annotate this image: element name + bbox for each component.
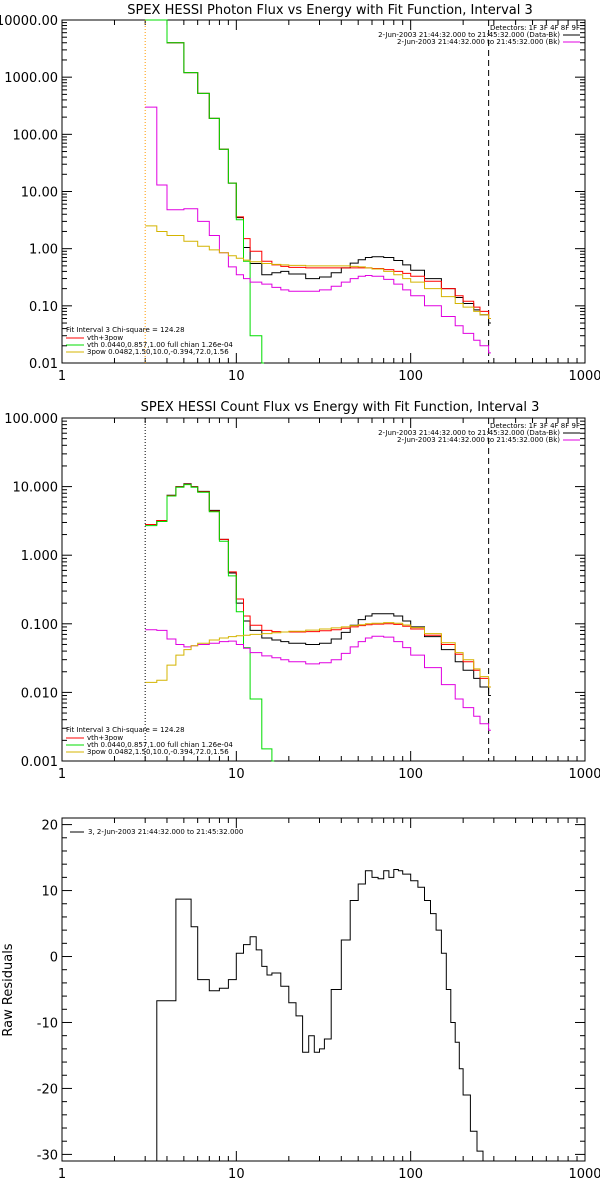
y-tick-label: 1000.00 xyxy=(4,71,58,86)
photon-flux-panel: SPEX HESSI Photon Flux vs Energy with Fi… xyxy=(0,3,600,384)
series-red-line xyxy=(145,483,491,688)
legend-data-bk: 2-Jun-2003 21:44:32.000 to 21:45:32.000 … xyxy=(378,429,560,437)
legend-model: vth+3pow xyxy=(87,734,123,742)
legend-detectors: Detectors: 1F 3F 4F 8F 9F xyxy=(490,422,580,430)
photon-flux-markers xyxy=(144,20,490,363)
count-flux-legend-bottom-left: Fit Interval 3 Chi-square = 124.28 vth+3… xyxy=(66,726,233,756)
x-tick-label: 1000 xyxy=(568,1167,600,1182)
count-flux-panel: SPEX HESSI Count Flux vs Energy with Fit… xyxy=(4,400,600,782)
photon-flux-axes: 1 10 100 1000 10000.00 1000.00 100.00 10.00 1.00… xyxy=(0,14,600,384)
y-tick-label: 1.00 xyxy=(29,243,58,258)
y-tick-label: -30 xyxy=(37,1148,58,1163)
series-black-line xyxy=(145,19,491,324)
y-tick-label: 0 xyxy=(50,951,58,966)
x-tick-label: 1 xyxy=(58,767,66,782)
y-tick-label: -10 xyxy=(37,1016,58,1031)
residuals-series xyxy=(145,869,491,1162)
legend-vth: vth 0.0440,0.857,1.00 full chian 1.26e-0… xyxy=(87,341,233,349)
y-tick-label: 0.100 xyxy=(21,618,58,633)
y-tick-label: 0.001 xyxy=(21,755,58,770)
photon-flux-legend-bottom-left: Fit Interval 3 Chi-square = 124.28 vth+3… xyxy=(66,326,233,356)
count-flux-markers xyxy=(144,418,490,761)
legend-3pow: 3pow 0.0482,1.50,10.0,-0.394,72.0,1.56 xyxy=(87,348,229,356)
residuals-ylabel: Raw Residuals xyxy=(1,943,16,1036)
x-tick-label: 10 xyxy=(228,767,245,782)
legend-residual: 3, 2-Jun-2003 21:44:32.000 to 21:45:32.0… xyxy=(88,828,243,836)
x-tick-label: 1 xyxy=(58,369,66,384)
count-flux-title: SPEX HESSI Count Flux vs Energy with Fit… xyxy=(141,400,540,415)
legend-data-bk: 2-Jun-2003 21:44:32.000 to 21:45:32.000 … xyxy=(378,31,560,39)
x-tick-label: 10 xyxy=(228,369,245,384)
x-tick-label: 100 xyxy=(398,767,423,782)
y-tick-label: 20 xyxy=(41,819,58,834)
x-tick-label: 1000 xyxy=(568,767,600,782)
photon-flux-title: SPEX HESSI Photon Flux vs Energy with Fi… xyxy=(127,3,533,18)
count-flux-plot-frame xyxy=(61,417,586,762)
y-tick-label: 10.00 xyxy=(21,186,58,201)
y-tick-label: 10000.00 xyxy=(0,14,58,29)
series-green-line xyxy=(145,19,264,364)
series-yellow-line xyxy=(145,622,491,688)
legend-vth: vth 0.0440,0.857,1.00 full chian 1.26e-0… xyxy=(87,741,233,749)
count-flux-series xyxy=(145,483,491,762)
residuals-plot-frame xyxy=(61,817,586,1162)
residuals-legend: 3, 2-Jun-2003 21:44:32.000 to 21:45:32.0… xyxy=(70,828,243,836)
y-tick-label: 10.000 xyxy=(13,481,59,496)
legend-fit-interval: Fit Interval 3 Chi-square = 124.28 xyxy=(66,726,185,734)
photon-flux-plot-frame xyxy=(61,19,586,364)
series-yellow-line xyxy=(145,225,491,319)
legend-3pow: 3pow 0.0482,1.50,10.0,-0.394,72.0,1.56 xyxy=(87,748,229,756)
count-flux-axes: 1 10 100 1000 100.000 10.000 1.000 0.100 0.010 0.… xyxy=(4,412,600,782)
series-green-line xyxy=(145,484,275,762)
y-tick-label: 1.000 xyxy=(21,549,58,564)
x-tick-label: 10 xyxy=(228,1167,245,1182)
photon-flux-legend-top-right: Detectors: 1F 3F 4F 8F 9F 2-Jun-2003 21:… xyxy=(378,24,580,46)
legend-detectors: Detectors: 1F 3F 4F 8F 9F xyxy=(490,24,580,32)
x-tick-label: 100 xyxy=(398,369,423,384)
legend-fit-interval: Fit Interval 3 Chi-square = 124.28 xyxy=(66,326,185,334)
legend-bk: 2-Jun-2003 21:44:32.000 to 21:45:32.000 … xyxy=(397,38,560,46)
y-tick-label: 0.10 xyxy=(29,300,58,315)
x-tick-label: 1 xyxy=(58,1167,66,1182)
photon-flux-series xyxy=(145,19,491,364)
y-tick-label: 0.010 xyxy=(21,686,58,701)
y-tick-label: 0.01 xyxy=(29,357,58,372)
y-tick-label: 100.000 xyxy=(4,412,58,427)
x-tick-label: 100 xyxy=(398,1167,423,1182)
legend-model: vth+3pow xyxy=(87,334,123,342)
series-red-line xyxy=(145,19,491,319)
count-flux-legend-top-right: Detectors: 1F 3F 4F 8F 9F 2-Jun-2003 21:… xyxy=(378,422,580,444)
y-tick-label: 10 xyxy=(41,885,58,900)
series-black-line xyxy=(145,869,491,1162)
y-tick-label: -20 xyxy=(37,1082,58,1097)
legend-bk: 2-Jun-2003 21:44:32.000 to 21:45:32.000 … xyxy=(397,436,560,444)
x-tick-label: 1000 xyxy=(568,369,600,384)
series-magenta-line xyxy=(145,106,491,354)
y-tick-label: 100.00 xyxy=(13,128,59,143)
